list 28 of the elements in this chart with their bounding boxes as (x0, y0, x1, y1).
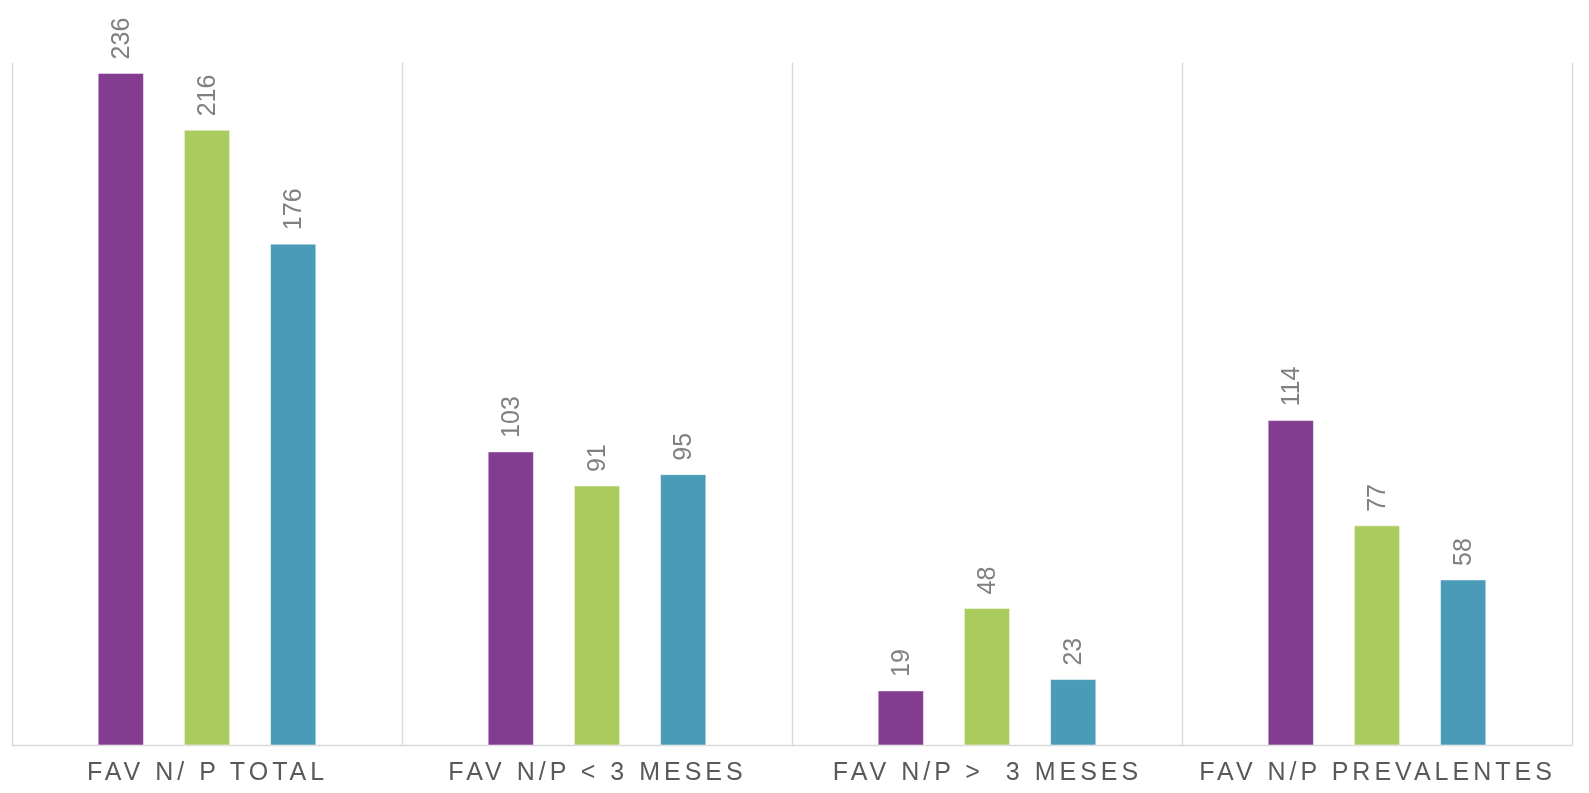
data-label: 176 (278, 188, 307, 231)
bar (574, 485, 620, 746)
bar (1440, 579, 1487, 746)
data-label: 48 (972, 566, 1000, 595)
x-tick-label: FAV N/P < 3 MESES (448, 756, 747, 785)
bar (964, 608, 1010, 746)
bar (270, 243, 317, 746)
data-label: 23 (1058, 637, 1087, 666)
data-label: 19 (885, 649, 914, 677)
bar (1267, 420, 1314, 746)
bar (97, 73, 144, 746)
bar (1050, 679, 1097, 746)
bar (184, 130, 230, 746)
data-label: 103 (495, 396, 524, 438)
data-label: 95 (668, 432, 697, 461)
bar (487, 451, 534, 746)
x-tick-label: FAV N/P > 3 MESES (832, 756, 1143, 785)
data-label: 58 (1448, 538, 1477, 566)
bar (877, 690, 924, 746)
bar (660, 474, 707, 746)
data-label: 91 (582, 444, 610, 473)
x-tick-label: FAV N/ P TOTAL (86, 756, 329, 785)
data-label: 216 (192, 74, 220, 117)
data-label: 236 (105, 17, 134, 60)
bar (1354, 525, 1400, 746)
data-label: 77 (1362, 484, 1390, 512)
data-label: 114 (1275, 366, 1304, 407)
x-tick-label: FAV N/P PREVALENTES (1199, 756, 1556, 785)
